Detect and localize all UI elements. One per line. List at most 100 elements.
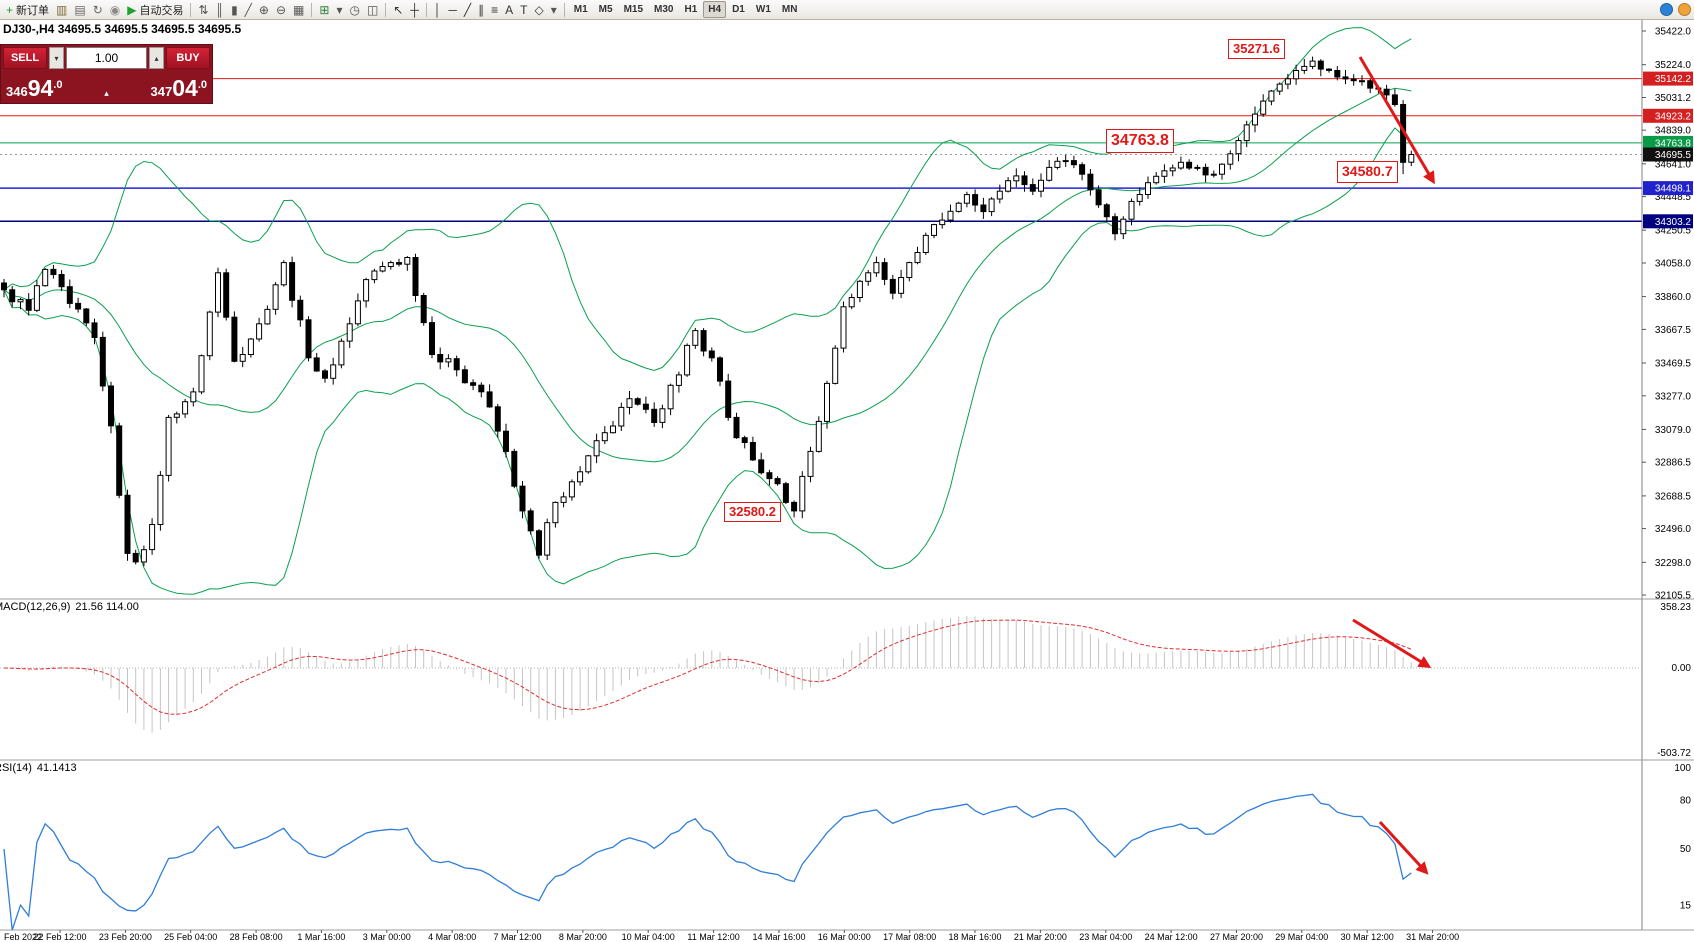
timeframe-h4-button[interactable]: H4 (703, 1, 727, 18)
mail-icon: ◫ (366, 2, 379, 17)
trendline-icon[interactable]: ╱ (461, 1, 474, 19)
trend-arrow[interactable] (1358, 56, 1435, 185)
time-axis-label: 31 Mar 20:00 (1406, 932, 1459, 942)
toolbar-separator (385, 2, 387, 17)
price-axis-label: 34839.0 (1655, 126, 1692, 137)
volume-input[interactable] (66, 47, 147, 69)
price-axis-label: 32298.0 (1655, 558, 1692, 569)
bollinger-upper-band (3, 27, 1412, 372)
timeframe-m30-button[interactable]: M30 (654, 4, 674, 15)
refresh-icon[interactable]: ↻ (90, 1, 106, 19)
clock-icon[interactable]: ◷ (346, 1, 362, 19)
macd-axis-label: 358.23 (1660, 602, 1691, 613)
price-annotation[interactable]: 34763.8 (1106, 129, 1174, 153)
time-axis-label: 30 Mar 12:00 (1341, 932, 1394, 942)
bar-chart-icon: ║ (215, 2, 225, 17)
svg-text:34303.2: 34303.2 (1655, 217, 1692, 228)
time-axis-label: 23 Feb 20:00 (99, 932, 152, 942)
rsi-line (3, 793, 1412, 931)
svg-text:34498.1: 34498.1 (1655, 184, 1692, 195)
zoom-in-icon: ⊕ (258, 2, 269, 17)
price-axis-label: 35224.0 (1655, 60, 1692, 71)
mail-icon[interactable]: ◫ (364, 1, 381, 19)
arrows-dropdown-icon[interactable]: ▾ (548, 1, 560, 19)
timeframe-h1-button[interactable]: H1 (684, 4, 698, 15)
horizontal-line-icon: ─ (448, 2, 457, 17)
profile-icon[interactable]: ▤ (71, 1, 88, 19)
bar-chart-icon[interactable]: ║ (213, 1, 228, 19)
tile-windows-icon: ▦ (293, 2, 305, 17)
price-tag-34923.2: 34923.2 (1643, 108, 1693, 123)
timeframe-w1-button[interactable]: W1 (755, 4, 771, 15)
new-chart-icon[interactable]: ⊞ (316, 1, 332, 19)
time-axis-label: 3 Mar 00:00 (363, 932, 411, 942)
shapes-icon[interactable]: ◇ (532, 1, 547, 19)
price-tag-34498.1: 34498.1 (1643, 181, 1693, 196)
candlestick-chart-icon[interactable]: ▮ (228, 1, 241, 19)
timeframe-d1-button[interactable]: D1 (732, 4, 745, 15)
time-axis-label: 4 Mar 08:00 (428, 932, 476, 942)
crosshair-icon[interactable]: ┼ (407, 1, 422, 19)
time-axis-label: 11 Mar 12:00 (687, 932, 739, 942)
buy-button[interactable]: BUY (166, 47, 210, 69)
cursor-icon[interactable]: ↖ (390, 1, 406, 19)
metatrader-community-icon[interactable] (1660, 3, 1673, 16)
macd-label: MACD(12,26,9) 21.56 114.00 (0, 601, 139, 613)
timeframe-mn-button[interactable]: MN (781, 4, 798, 15)
notifications-icon[interactable] (1678, 3, 1691, 16)
tile-windows-icon[interactable]: ▦ (290, 1, 307, 19)
text-icon[interactable]: A (502, 1, 516, 19)
info-icon[interactable]: ◉ (107, 1, 123, 19)
zoom-in-icon[interactable]: ⊕ (256, 1, 272, 19)
sell-price[interactable]: 34694.0 (6, 75, 63, 101)
vertical-line-icon[interactable]: │ (431, 1, 445, 19)
line-chart-icon[interactable]: ╱ (242, 1, 255, 19)
timeframe-m15-button[interactable]: M15 (623, 4, 644, 15)
time-axis-label: 24 Mar 12:00 (1145, 932, 1198, 942)
autotrading-button[interactable]: ▶ 自动交易 (124, 1, 186, 19)
price-annotation[interactable]: 35271.6 (1228, 39, 1285, 60)
current-price-tag: 34695.5 (1643, 147, 1693, 162)
fibonacci-icon[interactable]: ≡ (488, 1, 501, 19)
price-annotation[interactable]: 32580.2 (724, 502, 781, 523)
volume-decrease-button[interactable]: ▾ (49, 47, 64, 69)
price-axis-label: 34448.5 (1655, 192, 1692, 203)
toolbar: + 新订单 ▥ ▤ ↻ ◉ ▶ 自动交易 ⇅ ║ ▮ ╱ ⊕ ⊖ ▦ ⊞ ▾ ◷ ◫ ↖ ┼ │ ─ ╱ ∥ ≡ A T ◇ ▾ M1 M5 M… (0, 0, 1694, 20)
time-axis-label: 29 Mar 04:00 (1275, 932, 1328, 942)
timeframe-m1-button[interactable]: M1 (573, 4, 588, 15)
fibonacci-icon: ≡ (491, 2, 499, 17)
macd-axis-label: 0.00 (1672, 663, 1692, 674)
time-axis-label: 14 Mar 16:00 (752, 932, 805, 942)
label-icon: T (520, 2, 528, 17)
label-icon[interactable]: T (517, 1, 530, 19)
price-axis-label: 32496.0 (1655, 524, 1692, 535)
price-axis-label: 32688.5 (1655, 491, 1692, 502)
zoom-out-icon[interactable]: ⊖ (273, 1, 289, 19)
rsi-axis-label: 50 (1680, 844, 1692, 855)
price-axis-label: 33277.0 (1655, 391, 1692, 402)
toolbar-separator (563, 2, 565, 17)
autotrading-icon: ▶ (127, 2, 137, 17)
crosshair-icon: ┼ (410, 2, 419, 17)
svg-text:35142.2: 35142.2 (1655, 74, 1692, 85)
trend-arrow[interactable] (1352, 618, 1432, 668)
price-axis-label: 34250.5 (1655, 226, 1692, 237)
horizontal-line-icon[interactable]: ─ (445, 1, 460, 19)
rsi-axis-label: 80 (1680, 795, 1692, 806)
timeframe-m5-button[interactable]: M5 (598, 4, 613, 15)
buy-price[interactable]: 34704.0 (150, 75, 207, 101)
profiles-dropdown-icon[interactable]: ▾ (333, 1, 345, 19)
rsi-axis-label: 15 (1680, 901, 1692, 912)
sort-icon[interactable]: ⇅ (195, 1, 211, 19)
equidistant-channel-icon[interactable]: ∥ (475, 1, 487, 19)
sell-button[interactable]: SELL (3, 47, 47, 69)
new-order-button[interactable]: + 新订单 (3, 1, 52, 19)
price-annotation[interactable]: 34580.7 (1337, 161, 1398, 183)
time-axis-label: 23 Mar 04:00 (1079, 932, 1132, 942)
trend-arrow[interactable] (1378, 820, 1429, 875)
one-click-trading-panel: SELL ▾ ▴ BUY 34694.0 ▴ 34704.0 (0, 44, 213, 104)
volume-increase-button[interactable]: ▴ (149, 47, 164, 69)
chart-window-icon[interactable]: ▥ (53, 1, 70, 19)
refresh-icon: ↻ (92, 2, 103, 17)
